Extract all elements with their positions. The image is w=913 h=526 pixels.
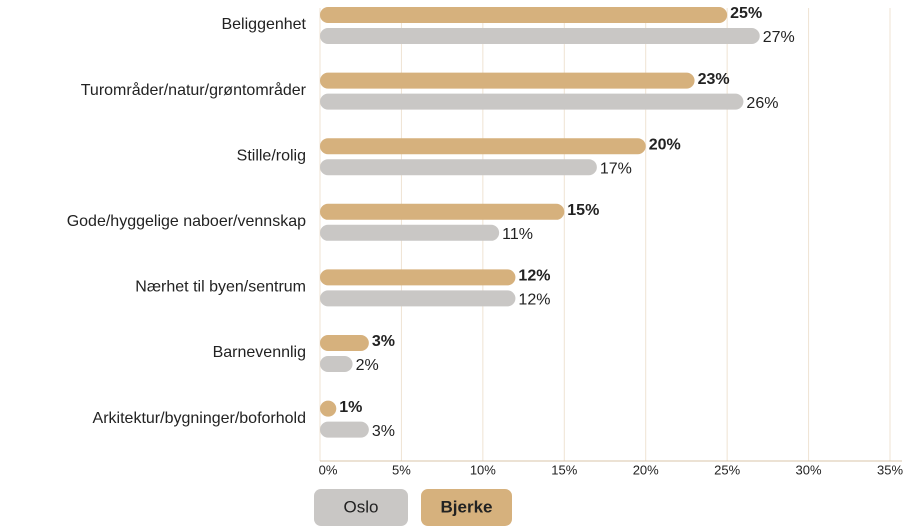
value-label: 17% xyxy=(600,160,632,177)
value-label: 23% xyxy=(698,71,730,88)
category-label: Stille/rolig xyxy=(237,147,306,164)
x-tick-label: 5% xyxy=(392,462,411,477)
x-tick-label: 30% xyxy=(796,462,822,477)
value-label: 12% xyxy=(518,292,550,309)
value-label: 26% xyxy=(746,95,778,112)
bar xyxy=(320,400,337,417)
value-label: 3% xyxy=(372,333,395,350)
bar xyxy=(320,290,516,307)
bar xyxy=(320,203,565,220)
value-label: 11% xyxy=(502,226,533,243)
category-label: Arkitektur/bygninger/boforhold xyxy=(93,410,306,427)
bar xyxy=(320,421,369,438)
x-tick-label: 35% xyxy=(877,462,903,477)
legend-button[interactable] xyxy=(421,489,512,526)
x-tick-label: 10% xyxy=(470,462,496,477)
value-label: 3% xyxy=(372,423,395,440)
category-label: Beliggenhet xyxy=(221,16,306,33)
bar xyxy=(320,7,728,23)
bar xyxy=(320,93,744,110)
legend-label: Oslo xyxy=(344,497,379,516)
x-tick-label: 15% xyxy=(551,462,577,477)
legend-label: Bjerke xyxy=(441,497,493,516)
category-label: Turområder/natur/grøntområder xyxy=(81,81,307,99)
bar xyxy=(320,269,516,286)
category-label: Nærhet til byen/sentrum xyxy=(135,279,306,296)
bar xyxy=(320,159,597,176)
category-label: Gode/hyggelige naboer/vennskap xyxy=(67,213,306,230)
category-label: Barnevennlig xyxy=(213,344,306,361)
value-label: 2% xyxy=(356,357,379,374)
x-tick-label: 25% xyxy=(714,462,740,477)
bar xyxy=(320,356,353,372)
bar xyxy=(320,28,760,44)
bar xyxy=(320,335,369,351)
value-label: 1% xyxy=(339,399,362,416)
value-label: 15% xyxy=(567,202,599,219)
value-label: 27% xyxy=(763,29,795,46)
x-tick-label: 0% xyxy=(319,462,338,477)
bar xyxy=(320,138,646,155)
x-tick-label: 20% xyxy=(633,462,659,477)
value-label: 12% xyxy=(518,268,550,285)
value-label: 20% xyxy=(649,136,681,153)
bar xyxy=(320,224,500,241)
bar xyxy=(320,72,695,89)
legend-button[interactable] xyxy=(314,489,408,526)
value-label: 25% xyxy=(730,5,762,22)
